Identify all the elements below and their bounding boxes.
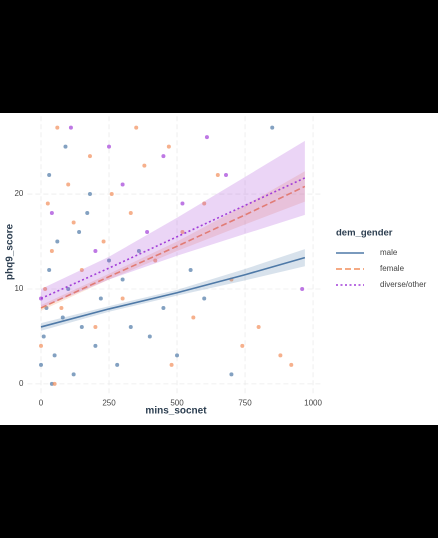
point: [147, 334, 152, 339]
point: [71, 220, 76, 225]
point: [128, 211, 133, 216]
point: [55, 239, 60, 244]
point: [300, 286, 305, 291]
point: [256, 324, 261, 329]
point: [101, 239, 106, 244]
confidence-band: [41, 249, 305, 331]
point: [120, 296, 125, 301]
point: [145, 230, 150, 235]
fit-line: [40, 256, 306, 328]
y-tick-label: 0: [19, 379, 24, 388]
x-tick-label: 0: [39, 398, 44, 407]
point: [169, 362, 174, 367]
point: [289, 362, 294, 367]
point: [59, 305, 64, 310]
point: [202, 201, 207, 206]
y-axis-title: phq9_score: [5, 223, 16, 280]
point: [93, 249, 98, 254]
point: [120, 182, 125, 187]
chart-background: [0, 113, 438, 425]
x-axis-title: mins_socnet: [145, 406, 207, 417]
point: [161, 154, 166, 159]
point: [60, 315, 65, 320]
point: [87, 154, 92, 159]
point: [202, 296, 207, 301]
y-tick-label: 20: [14, 189, 23, 198]
y-tick-label: 10: [14, 284, 23, 293]
legend-label: male: [380, 248, 398, 257]
point: [47, 267, 52, 272]
point: [120, 277, 125, 282]
point: [63, 144, 68, 149]
point: [39, 343, 44, 348]
point: [142, 163, 147, 168]
point: [55, 125, 60, 130]
point: [180, 230, 185, 235]
point: [49, 211, 54, 216]
point: [270, 125, 275, 130]
fit-line: [40, 185, 306, 309]
point: [161, 305, 166, 310]
point: [180, 201, 185, 206]
point: [79, 324, 84, 329]
point: [52, 353, 57, 358]
confidence-band: [41, 140, 305, 308]
x-tick-label: 1000: [304, 398, 322, 407]
point: [93, 324, 98, 329]
confidence-band: [41, 171, 305, 311]
point: [215, 173, 220, 178]
legend-label: diverse/other: [380, 280, 427, 289]
x-tick-label: 750: [238, 398, 252, 407]
point: [115, 362, 120, 367]
point: [66, 286, 71, 291]
point: [166, 144, 171, 149]
point: [134, 125, 139, 130]
point: [175, 353, 180, 358]
point: [109, 192, 114, 197]
point: [223, 173, 228, 178]
point: [66, 182, 71, 187]
point: [153, 258, 158, 263]
x-tick-label: 500: [170, 398, 184, 407]
point: [98, 296, 103, 301]
point: [49, 249, 54, 254]
point: [68, 125, 73, 130]
point: [43, 286, 48, 291]
point: [128, 324, 133, 329]
point: [136, 249, 141, 254]
point: [87, 192, 92, 197]
point: [278, 353, 283, 358]
point: [45, 201, 50, 206]
point: [47, 173, 52, 178]
point: [52, 381, 57, 386]
point: [204, 135, 209, 140]
legend-title: dem_gender: [336, 228, 393, 239]
point: [79, 267, 84, 272]
point: [41, 334, 46, 339]
x-tick-label: 250: [102, 398, 116, 407]
point: [93, 343, 98, 348]
point: [44, 305, 49, 310]
point: [77, 230, 82, 235]
point: [188, 267, 193, 272]
point: [85, 211, 90, 216]
point: [39, 362, 44, 367]
legend-label: female: [380, 264, 405, 273]
fit-line: [40, 177, 306, 300]
point: [240, 343, 245, 348]
point: [191, 315, 196, 320]
point: [229, 372, 234, 377]
point: [71, 372, 76, 377]
point: [107, 144, 112, 149]
point: [107, 258, 112, 263]
